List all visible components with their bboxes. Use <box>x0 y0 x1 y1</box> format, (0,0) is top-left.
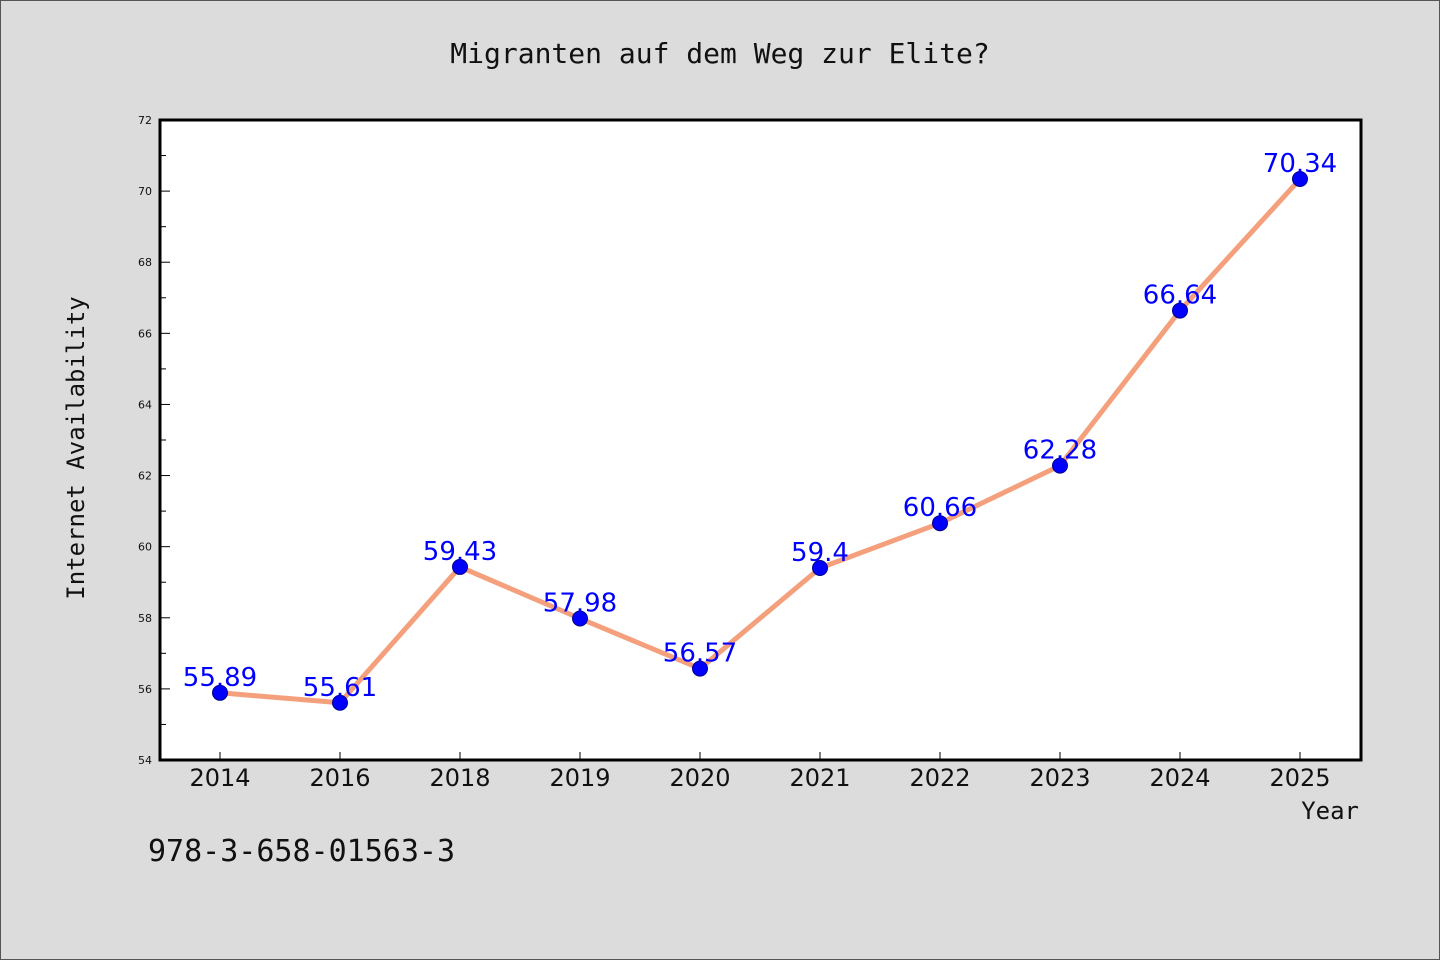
data-label: 66.64 <box>1143 281 1217 311</box>
data-label: 59.43 <box>423 537 497 567</box>
series-markers <box>212 171 1308 711</box>
x-tick-label: 2025 <box>1269 764 1330 792</box>
y-tick-label: 58 <box>138 612 152 625</box>
x-axis-label: Year <box>1301 797 1359 825</box>
x-tick-label: 2019 <box>549 764 610 792</box>
data-point <box>452 558 468 575</box>
x-tick-label: 2023 <box>1029 764 1090 792</box>
data-label: 60.66 <box>903 493 977 523</box>
y-axis-label: Internet Availability <box>62 296 90 599</box>
x-tick-label: 2014 <box>189 764 250 792</box>
data-point <box>1292 171 1308 188</box>
isbn-footer: 978-3-658-01563-3 <box>148 834 456 869</box>
data-label: 62.28 <box>1023 436 1097 466</box>
data-point <box>212 684 228 701</box>
data-point <box>572 610 588 627</box>
data-labels: 55.89 55.61 59.43 57.98 56.57 59.4 60.66 62.28 6… <box>183 149 1337 703</box>
y-axis: 54 56 58 60 62 64 66 68 70 72 <box>138 114 170 767</box>
x-axis: 2014 2016 2018 2019 2020 2021 2022 2023 2024 2025 <box>189 752 1331 792</box>
y-tick-label: 56 <box>138 683 152 696</box>
y-tick-label: 62 <box>138 470 152 483</box>
data-point <box>332 694 348 711</box>
data-point <box>1052 457 1068 474</box>
x-tick-label: 2020 <box>669 764 730 792</box>
y-tick-label: 70 <box>138 185 152 198</box>
data-label: 56.57 <box>663 639 737 669</box>
x-tick-label: 2016 <box>309 764 370 792</box>
data-point <box>1172 302 1188 319</box>
x-tick-label: 2021 <box>789 764 850 792</box>
y-tick-label: 54 <box>138 754 152 767</box>
x-tick-label: 2018 <box>429 764 490 792</box>
data-label: 55.61 <box>303 673 377 703</box>
x-tick-label: 2022 <box>909 764 970 792</box>
chart-title: Migranten auf dem Weg zur Elite? <box>450 37 989 70</box>
data-point <box>692 660 708 677</box>
y-tick-label: 64 <box>138 398 152 411</box>
y-tick-label: 68 <box>138 256 152 269</box>
data-label: 59.4 <box>791 538 849 568</box>
y-tick-label: 66 <box>138 327 152 340</box>
data-label: 55.89 <box>183 663 257 693</box>
data-point <box>812 560 828 576</box>
plot-area <box>158 118 1363 762</box>
data-label: 70.34 <box>1263 149 1337 179</box>
data-label: 57.98 <box>543 588 617 618</box>
y-tick-label: 60 <box>138 541 152 554</box>
data-point <box>932 515 948 532</box>
y-tick-label: 72 <box>138 114 152 127</box>
series-line <box>217 176 1303 706</box>
x-tick-label: 2024 <box>1149 764 1210 792</box>
